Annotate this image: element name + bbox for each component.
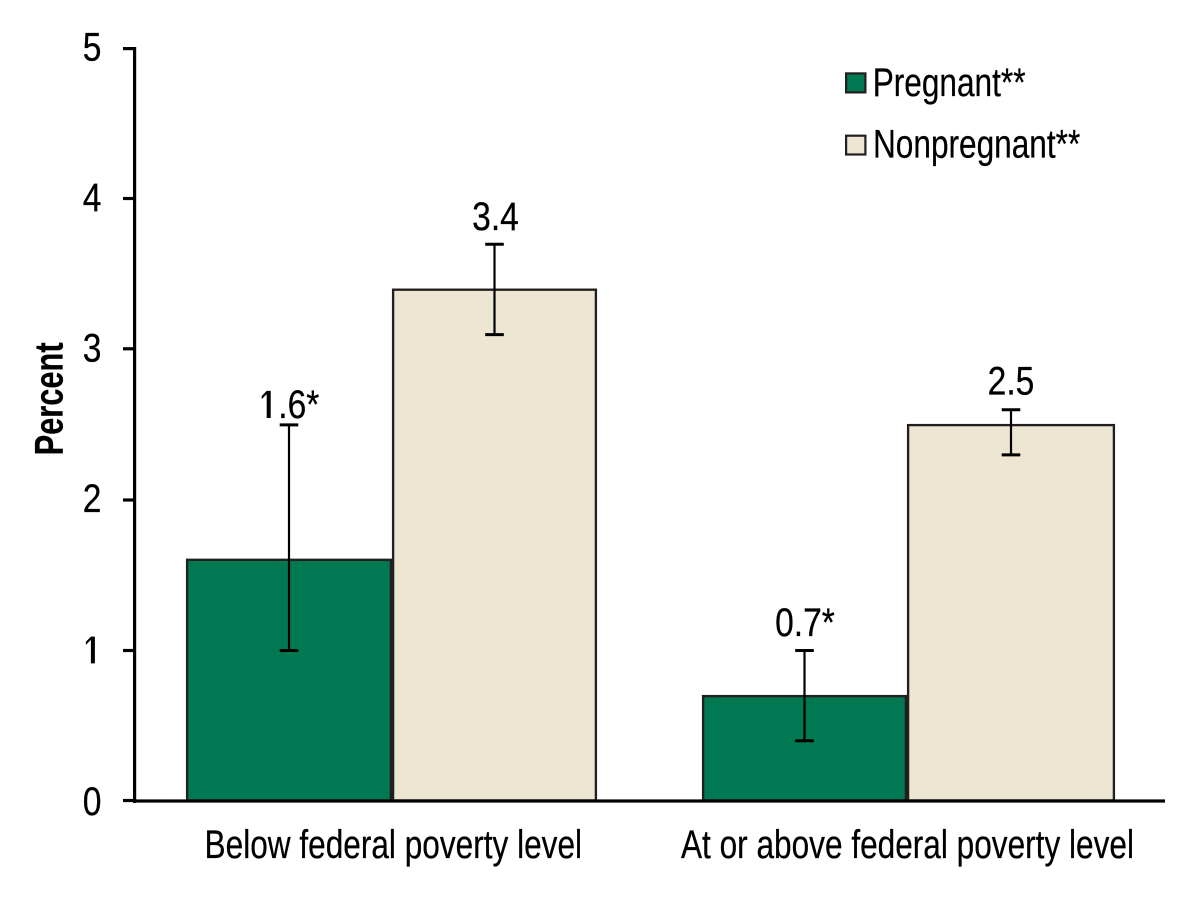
svg-text:0: 0	[83, 779, 102, 823]
svg-text:Nonpregnant**: Nonpregnant**	[873, 121, 1080, 166]
svg-text:0.7*: 0.7*	[775, 600, 835, 644]
svg-text:Pregnant**: Pregnant**	[873, 59, 1026, 104]
svg-text:2: 2	[83, 476, 102, 520]
svg-text:2.5: 2.5	[988, 359, 1035, 403]
svg-text:4: 4	[83, 175, 102, 219]
svg-text:3.4: 3.4	[472, 194, 519, 238]
svg-text:At or above federal poverty le: At or above federal poverty level	[681, 821, 1134, 866]
svg-text:Percent: Percent	[27, 342, 72, 455]
svg-text:Below federal poverty level: Below federal poverty level	[205, 821, 583, 866]
svg-text:3: 3	[83, 326, 102, 370]
svg-text:5: 5	[83, 25, 102, 69]
svg-text:.6*: .6*	[278, 382, 319, 426]
